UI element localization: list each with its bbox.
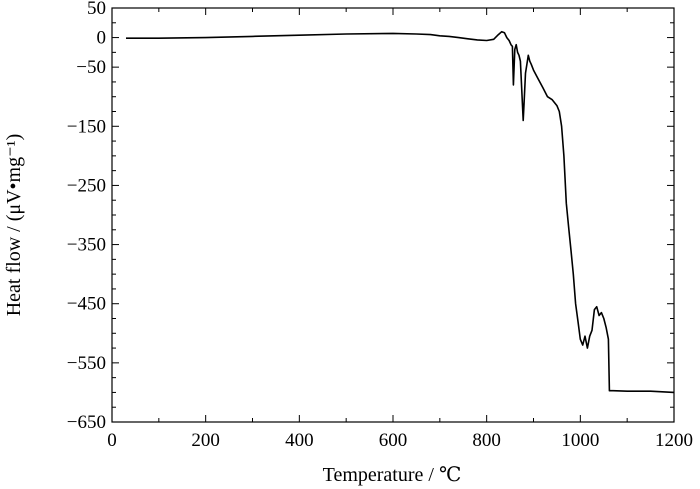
x-axis-ticks: 0 200 400 600 800 1000 1200: [107, 8, 693, 451]
y-tick-label: 0: [97, 28, 107, 49]
y-tick-label: −250: [67, 175, 106, 196]
x-tick-label: 800: [472, 430, 501, 451]
x-tick-label: 200: [191, 430, 220, 451]
x-tick-label: 0: [107, 430, 117, 451]
y-tick-label: −650: [67, 412, 106, 433]
y-tick-label: −50: [76, 57, 106, 78]
plot-border: [111, 7, 675, 423]
x-tick-label: 1000: [561, 430, 599, 451]
x-tick-label: 1200: [655, 430, 693, 451]
x-axis-label: Temperature / ℃: [323, 464, 462, 486]
plot-frame: [111, 7, 675, 423]
series-line: [126, 30, 675, 394]
y-tick-label: −350: [67, 235, 106, 256]
y-axis-ticks: 50 0 −50 −150 −250 −350 −450 −550 −650: [67, 0, 674, 433]
y-axis-label: Heat flow / (μV•mg⁻¹): [3, 134, 25, 317]
x-tick-label: 400: [285, 430, 314, 451]
y-tick-label: −150: [67, 116, 106, 137]
x-tick-label: 600: [379, 430, 408, 451]
y-tick-label: −450: [67, 294, 106, 315]
y-tick-label: −550: [67, 353, 106, 374]
series-layer: [126, 30, 675, 394]
y-tick-label: 50: [87, 0, 106, 19]
